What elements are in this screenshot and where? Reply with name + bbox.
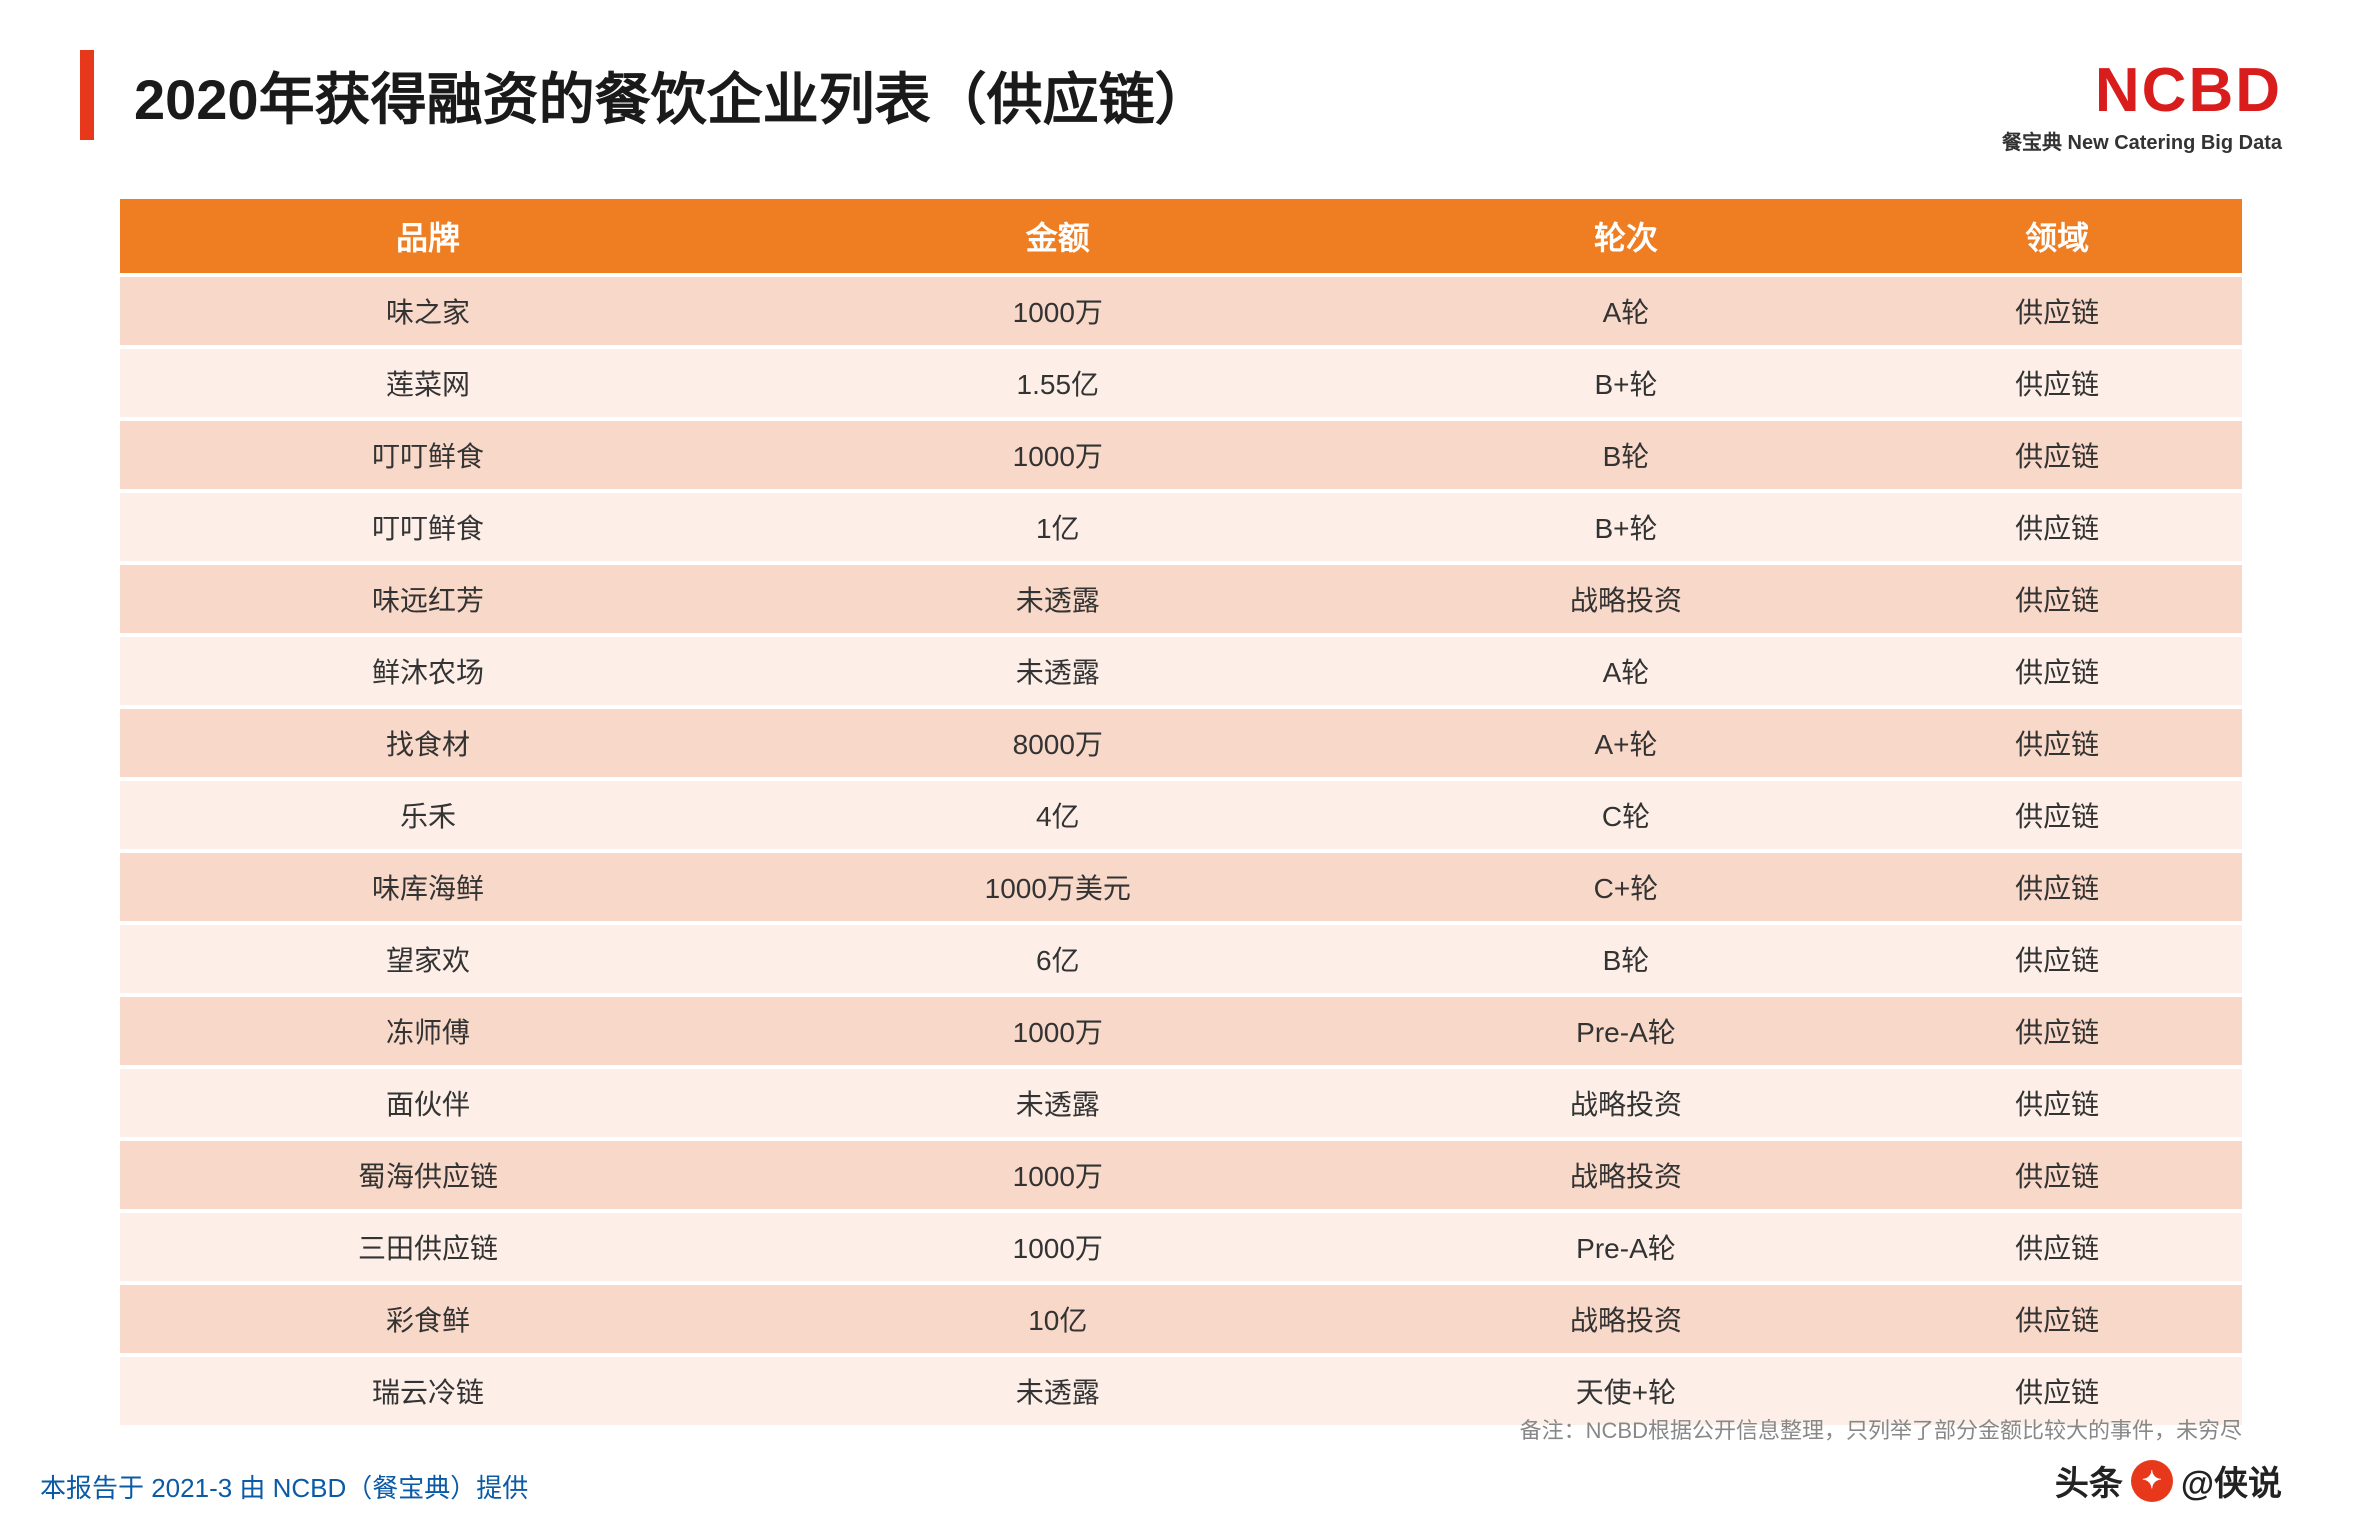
table-cell: 望家欢 xyxy=(120,925,736,993)
table-row: 味远红芳未透露战略投资供应链 xyxy=(120,565,2242,633)
col-brand: 品牌 xyxy=(120,199,736,273)
table-cell: 10亿 xyxy=(736,1285,1380,1353)
table-cell: 找食材 xyxy=(120,709,736,777)
table-cell: 战略投资 xyxy=(1380,1141,1873,1209)
table-row: 彩食鲜10亿战略投资供应链 xyxy=(120,1285,2242,1353)
table-cell: 供应链 xyxy=(1872,637,2242,705)
table-cell: 4亿 xyxy=(736,781,1380,849)
table-cell: 1000万 xyxy=(736,421,1380,489)
table-cell: 莲菜网 xyxy=(120,349,736,417)
table-cell: 1000万 xyxy=(736,997,1380,1065)
table-cell: 供应链 xyxy=(1872,709,2242,777)
table-wrap: 品牌 金额 轮次 领域 味之家1000万A轮供应链莲菜网1.55亿B+轮供应链叮… xyxy=(0,175,2362,1429)
table-cell: B+轮 xyxy=(1380,493,1873,561)
table-cell: 6亿 xyxy=(736,925,1380,993)
table-cell: 供应链 xyxy=(1872,565,2242,633)
table-cell: 供应链 xyxy=(1872,493,2242,561)
table-cell: 1000万 xyxy=(736,1141,1380,1209)
table-cell: 1亿 xyxy=(736,493,1380,561)
table-cell: 供应链 xyxy=(1872,349,2242,417)
footer-left: 本报告于 2021-3 由 NCBD（餐宝典）提供 xyxy=(40,1468,528,1505)
table-row: 味之家1000万A轮供应链 xyxy=(120,277,2242,345)
table-row: 面伙伴未透露战略投资供应链 xyxy=(120,1069,2242,1137)
table-cell: 供应链 xyxy=(1872,1213,2242,1281)
title-wrap: 2020年获得融资的餐饮企业列表（供应链） xyxy=(80,50,1211,140)
header: 2020年获得融资的餐饮企业列表（供应链） NCBD 餐宝典 New Cater… xyxy=(0,0,2362,175)
table-row: 三田供应链1000万Pre-A轮供应链 xyxy=(120,1213,2242,1281)
table-row: 冻师傅1000万Pre-A轮供应链 xyxy=(120,997,2242,1065)
logo-sub: 餐宝典 New Catering Big Data xyxy=(2002,126,2282,155)
table-cell: 1000万 xyxy=(736,1213,1380,1281)
table-cell: 未透露 xyxy=(736,637,1380,705)
table-cell: C+轮 xyxy=(1380,853,1873,921)
table-cell: 供应链 xyxy=(1872,925,2242,993)
page-title: 2020年获得融资的餐饮企业列表（供应链） xyxy=(134,55,1211,136)
table-row: 叮叮鲜食1000万B轮供应链 xyxy=(120,421,2242,489)
table-cell: 供应链 xyxy=(1872,421,2242,489)
table-cell: A+轮 xyxy=(1380,709,1873,777)
table-cell: 味库海鲜 xyxy=(120,853,736,921)
table-cell: 1000万 xyxy=(736,277,1380,345)
table-row: 找食材8000万A+轮供应链 xyxy=(120,709,2242,777)
table-cell: 供应链 xyxy=(1872,853,2242,921)
table-cell: 彩食鲜 xyxy=(120,1285,736,1353)
table-cell: 未透露 xyxy=(736,565,1380,633)
table-cell: A轮 xyxy=(1380,277,1873,345)
table-cell: 战略投资 xyxy=(1380,1285,1873,1353)
col-amount: 金额 xyxy=(736,199,1380,273)
table-cell: Pre-A轮 xyxy=(1380,1213,1873,1281)
table-cell: 味远红芳 xyxy=(120,565,736,633)
table-cell: 未透露 xyxy=(736,1357,1380,1425)
watermark-suffix: @侠说 xyxy=(2181,1456,2282,1505)
table-cell: 供应链 xyxy=(1872,1069,2242,1137)
table-cell: 瑞云冷链 xyxy=(120,1357,736,1425)
table-cell: 8000万 xyxy=(736,709,1380,777)
col-field: 领域 xyxy=(1872,199,2242,273)
table-cell: B轮 xyxy=(1380,925,1873,993)
table-cell: B+轮 xyxy=(1380,349,1873,417)
logo: NCBD 餐宝典 New Catering Big Data xyxy=(2002,50,2282,155)
table-cell: 三田供应链 xyxy=(120,1213,736,1281)
watermark-prefix: 头条 xyxy=(2055,1456,2123,1505)
table-cell: 面伙伴 xyxy=(120,1069,736,1137)
table-cell: 供应链 xyxy=(1872,1141,2242,1209)
table-cell: 供应链 xyxy=(1872,277,2242,345)
table-row: 蜀海供应链1000万战略投资供应链 xyxy=(120,1141,2242,1209)
table-cell: 叮叮鲜食 xyxy=(120,493,736,561)
watermark: 头条 ✦ @侠说 xyxy=(2055,1456,2282,1505)
table-row: 乐禾4亿C轮供应链 xyxy=(120,781,2242,849)
table-cell: Pre-A轮 xyxy=(1380,997,1873,1065)
table-row: 鲜沐农场未透露A轮供应链 xyxy=(120,637,2242,705)
table-cell: 乐禾 xyxy=(120,781,736,849)
table-cell: 供应链 xyxy=(1872,997,2242,1065)
table-cell: 未透露 xyxy=(736,1069,1380,1137)
table-cell: 供应链 xyxy=(1872,1285,2242,1353)
table-cell: 战略投资 xyxy=(1380,1069,1873,1137)
footer-note: 备注：NCBD根据公开信息整理，只列举了部分金额比较大的事件，未穷尽 xyxy=(1520,1413,2242,1445)
table-cell: 蜀海供应链 xyxy=(120,1141,736,1209)
table-cell: 冻师傅 xyxy=(120,997,736,1065)
table-cell: 叮叮鲜食 xyxy=(120,421,736,489)
table-row: 望家欢6亿B轮供应链 xyxy=(120,925,2242,993)
table-row: 叮叮鲜食1亿B+轮供应链 xyxy=(120,493,2242,561)
financing-table: 品牌 金额 轮次 领域 味之家1000万A轮供应链莲菜网1.55亿B+轮供应链叮… xyxy=(120,195,2242,1429)
watermark-icon: ✦ xyxy=(2131,1460,2173,1502)
accent-bar xyxy=(80,50,94,140)
table-cell: C轮 xyxy=(1380,781,1873,849)
col-round: 轮次 xyxy=(1380,199,1873,273)
table-cell: A轮 xyxy=(1380,637,1873,705)
table-cell: B轮 xyxy=(1380,421,1873,489)
table-cell: 供应链 xyxy=(1872,781,2242,849)
table-cell: 1.55亿 xyxy=(736,349,1380,417)
table-row: 莲菜网1.55亿B+轮供应链 xyxy=(120,349,2242,417)
table-cell: 战略投资 xyxy=(1380,565,1873,633)
logo-main: NCBD xyxy=(2002,60,2282,122)
table-cell: 味之家 xyxy=(120,277,736,345)
table-row: 味库海鲜1000万美元C+轮供应链 xyxy=(120,853,2242,921)
table-cell: 1000万美元 xyxy=(736,853,1380,921)
table-header-row: 品牌 金额 轮次 领域 xyxy=(120,199,2242,273)
table-cell: 鲜沐农场 xyxy=(120,637,736,705)
